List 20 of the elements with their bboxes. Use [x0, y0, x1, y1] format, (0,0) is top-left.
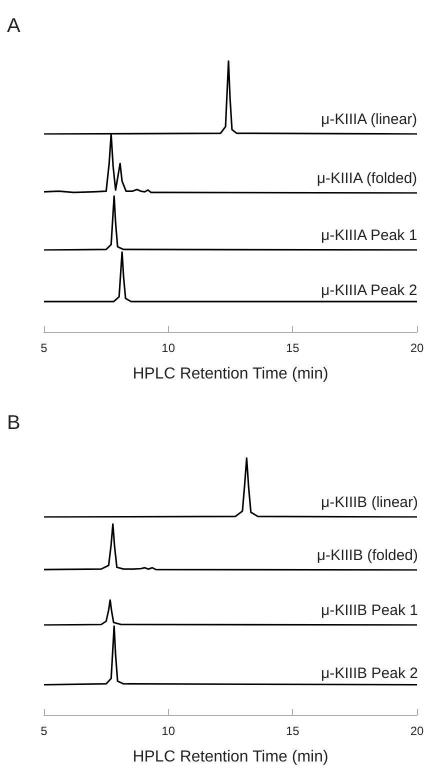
x-axis-title: HPLC Retention Time (min) [132, 366, 328, 382]
series-label: μ-KIIIB Peak 1 [320, 602, 418, 619]
x-axis-title: HPLC Retention Time (min) [132, 748, 328, 766]
series-label: μ-KIIIB Peak 2 [320, 665, 418, 682]
series-label: μ-KIIIA Peak 1 [320, 227, 418, 244]
x-tick-label: 20 [410, 724, 424, 738]
x-tick-label: 10 [162, 724, 176, 738]
x-tick-label: 15 [286, 724, 300, 738]
x-tick-label: 15 [286, 341, 300, 355]
series-label: μ-KIIIB (folded) [316, 547, 418, 564]
x-tick-label: 5 [40, 341, 48, 355]
x-tick-label: 10 [162, 341, 176, 355]
chart-title: A [7, 15, 21, 37]
series-label: μ-KIIIA (linear) [321, 111, 418, 128]
chart-title: B [7, 412, 20, 434]
x-tick-label: 20 [410, 341, 424, 355]
series-label: μ-KIIIA Peak 2 [320, 282, 418, 299]
series-label: μ-KIIIA (folded) [316, 170, 418, 187]
x-tick-label: 5 [40, 724, 48, 738]
series-label: μ-KIIIB (linear) [321, 494, 418, 511]
